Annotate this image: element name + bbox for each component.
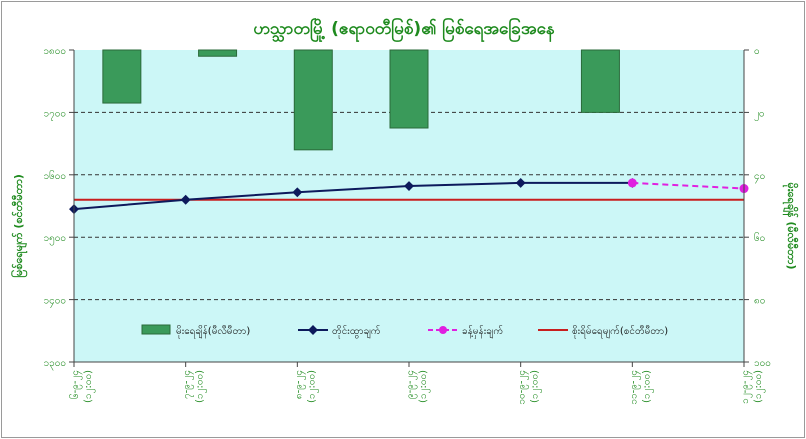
forecast-water-level-line — [632, 181, 745, 190]
right-tick-label: ၂၀ — [754, 108, 765, 121]
legend-label: ခန့်မှန်းချက် — [462, 324, 503, 339]
legend-label: စိုးရိမ်ရေမျက်(စင်တီမီတာ) — [572, 324, 668, 339]
x-tick-label-line: (၁၂:၀၀) — [83, 370, 96, 403]
x-tick-label-line: (၁၂:၀၀) — [641, 370, 654, 403]
left-axis-ticks: ၁၃၀၀ ၁၄၀၀ ၁၅၀၀ ၁၆၀၀ ၁၇၀၀ ၁၈၀၀ — [43, 46, 74, 371]
chart-title: ဟသ္သာတမြို့ (ဧရာဝတီမြစ်)၏ မြစ်ရေအခြေအနေ — [253, 16, 554, 43]
right-tick-label: ၁၀၀ — [754, 358, 771, 369]
left-tick-label: ၁၅၀၀ — [44, 233, 67, 246]
rainfall-bar — [580, 49, 620, 113]
x-tick-label: ၆-၉-၂၄ (၁၂:၀၀) — [68, 370, 96, 403]
legend-swatch-rainfall — [141, 324, 171, 335]
x-tick-label: ၁၂-၉-၂၄ (၁၂:၀၀) — [740, 370, 766, 404]
forecast-point — [627, 178, 637, 188]
x-tick-label: ၈-၉-၂၄ (၁၂:၀၀) — [293, 370, 319, 403]
rainfall-bar — [198, 49, 238, 57]
observed-point — [515, 177, 526, 188]
x-tick-label-line: (၁၂:၀၀) — [418, 370, 431, 403]
x-tick-label-line: ၁၂-၉-၂၄ — [740, 370, 753, 404]
right-axis-label: မိုးရေချိန် (မီလီမီတာ) — [782, 183, 799, 270]
x-tick-label-line: (၁၂:၀၀) — [530, 370, 543, 403]
right-tick-label: ၄၀ — [754, 171, 765, 184]
x-tick-label: ၉-၉-၂၄ (၁၂:၀၀) — [405, 370, 431, 403]
rainfall-bars — [102, 49, 620, 151]
x-tick-label-line: ၆-၉-၂၄ — [68, 370, 83, 399]
series-lines — [69, 177, 749, 215]
left-tick-label: ၁၇၀၀ — [44, 108, 67, 121]
left-tick-label: ၁၄၀၀ — [44, 296, 67, 309]
observed-point — [180, 194, 191, 205]
rainfall-bar — [102, 49, 142, 104]
x-tick-label: ၇-၉-၂၄ (၁၂:၀၀) — [182, 370, 208, 403]
right-tick-label: ၀ — [754, 46, 760, 57]
x-tick-label-line: ၉-၉-၂၄ — [405, 370, 418, 399]
x-axis-ticks: ၆-၉-၂၄ (၁၂:၀၀) ၇-၉-၂၄ (၁၂:၀၀) ၈-၉-၂၄ (၁၂:၀၀) ၉… — [68, 362, 766, 405]
legend-marker-forecast — [439, 326, 447, 334]
x-tick-label-line: (၁၂:၀၀) — [306, 370, 319, 403]
observed-water-level-line — [73, 181, 633, 211]
x-tick-label-line: ၇-၉-၂၄ — [182, 370, 195, 399]
x-tick-label-line: (၁၂:၀၀) — [753, 370, 766, 403]
legend-label: တိုင်းထွာချက် — [332, 324, 381, 339]
observed-point — [404, 181, 414, 191]
x-tick-label: ၁၁-၉-၂၄ (၁၂:၀၀) — [628, 370, 654, 405]
right-tick-label: ၆၀ — [754, 231, 765, 244]
x-tick-label-line: (၁၂:၀၀) — [195, 370, 208, 403]
rainfall-bar — [389, 49, 429, 129]
left-tick-label: ၁၈၀၀ — [43, 46, 66, 57]
rainfall-bar — [293, 49, 333, 151]
x-tick-label-line: ၈-၉-၂၄ — [293, 370, 306, 399]
x-tick-label: ၁၀-၉-၂၄ (၁၂:၀၀) — [517, 370, 543, 405]
left-tick-label: ၁၆၀၀ — [44, 169, 67, 182]
observed-point — [292, 187, 303, 198]
x-tick-label-line: ၁၁-၉-၂၄ — [628, 370, 641, 405]
right-tick-label: ၈၀ — [754, 296, 765, 307]
legend-label: မိုးရေချိန်(မီလီမီတာ) — [176, 324, 250, 339]
legend: မိုးရေချိန်(မီလီမီတာ) တိုင်းထွာချက် ခန့်မှ… — [141, 324, 668, 339]
legend-marker-observed — [308, 325, 318, 335]
left-axis-label: မြစ်ရေမျက် (စင်တီမီတာ) — [10, 174, 28, 278]
x-tick-label-line: ၁၀-၉-၂၄ — [517, 370, 530, 405]
left-tick-label: ၁၃၀၀ — [44, 358, 67, 371]
